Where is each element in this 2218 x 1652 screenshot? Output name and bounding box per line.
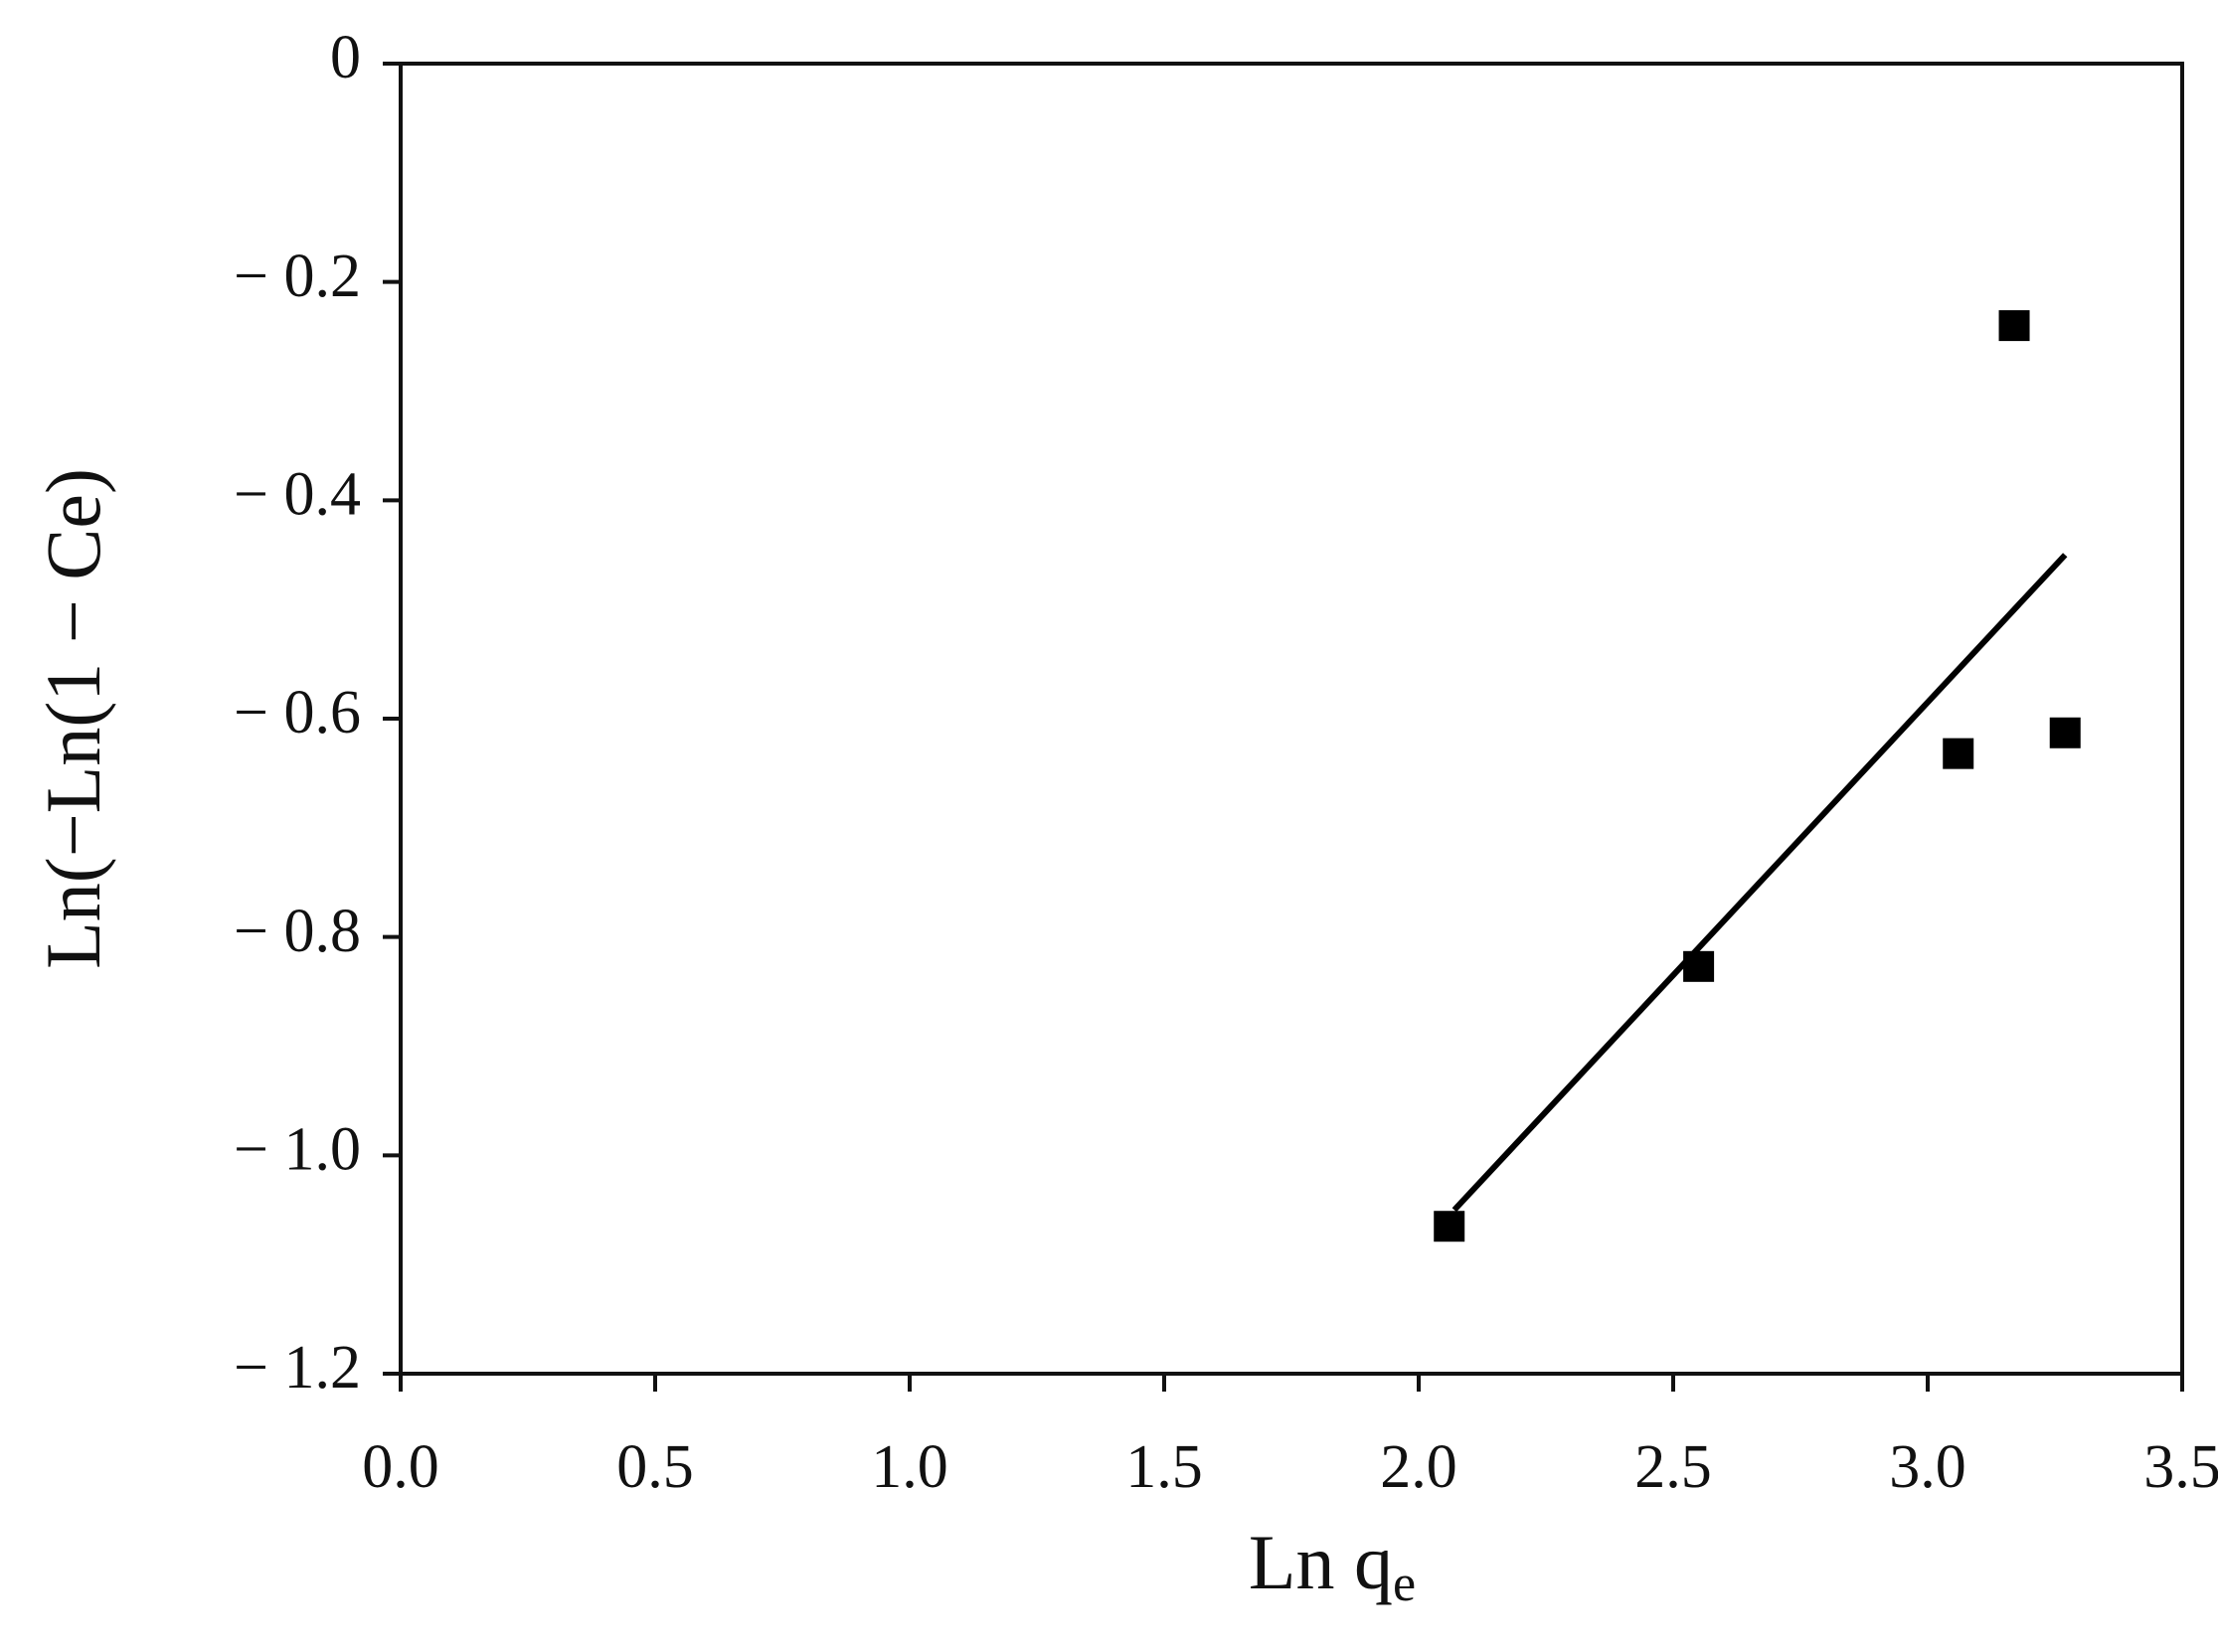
x-tick-label: 3.0 [1889, 1433, 1966, 1501]
x-tick-label: 2.0 [1380, 1433, 1457, 1501]
x-axis-label-main: Ln q [1249, 1519, 1393, 1605]
y-axis-label: Ln(−Ln(1 − Ce) [30, 468, 116, 969]
x-axis-label: Ln qe [1249, 1519, 1416, 1612]
x-tick-label: 0.5 [616, 1433, 694, 1501]
y-tick-label: − 0.6 [234, 679, 361, 746]
x-axis-label-sub: e [1393, 1556, 1416, 1612]
y-tick-label: − 1.0 [234, 1116, 361, 1184]
x-tick-label: 1.0 [871, 1433, 948, 1501]
x-tick-label: 0.0 [362, 1433, 439, 1501]
data-point [1434, 1211, 1465, 1242]
x-tick-label: 3.5 [2143, 1433, 2218, 1501]
data-point [1943, 738, 1974, 769]
fit-line [1451, 553, 2068, 1213]
data-point [2049, 717, 2081, 748]
y-tick-label: − 0.8 [234, 898, 361, 965]
data-point [1998, 310, 2030, 342]
y-tick-label: − 0.2 [234, 243, 361, 310]
x-tick-label: 2.5 [1634, 1433, 1712, 1501]
y-tick-label: 0 [330, 24, 361, 91]
x-tick-label: 1.5 [1125, 1433, 1203, 1501]
y-tick-label: − 0.4 [234, 461, 361, 529]
y-tick-label: − 1.2 [234, 1334, 361, 1402]
